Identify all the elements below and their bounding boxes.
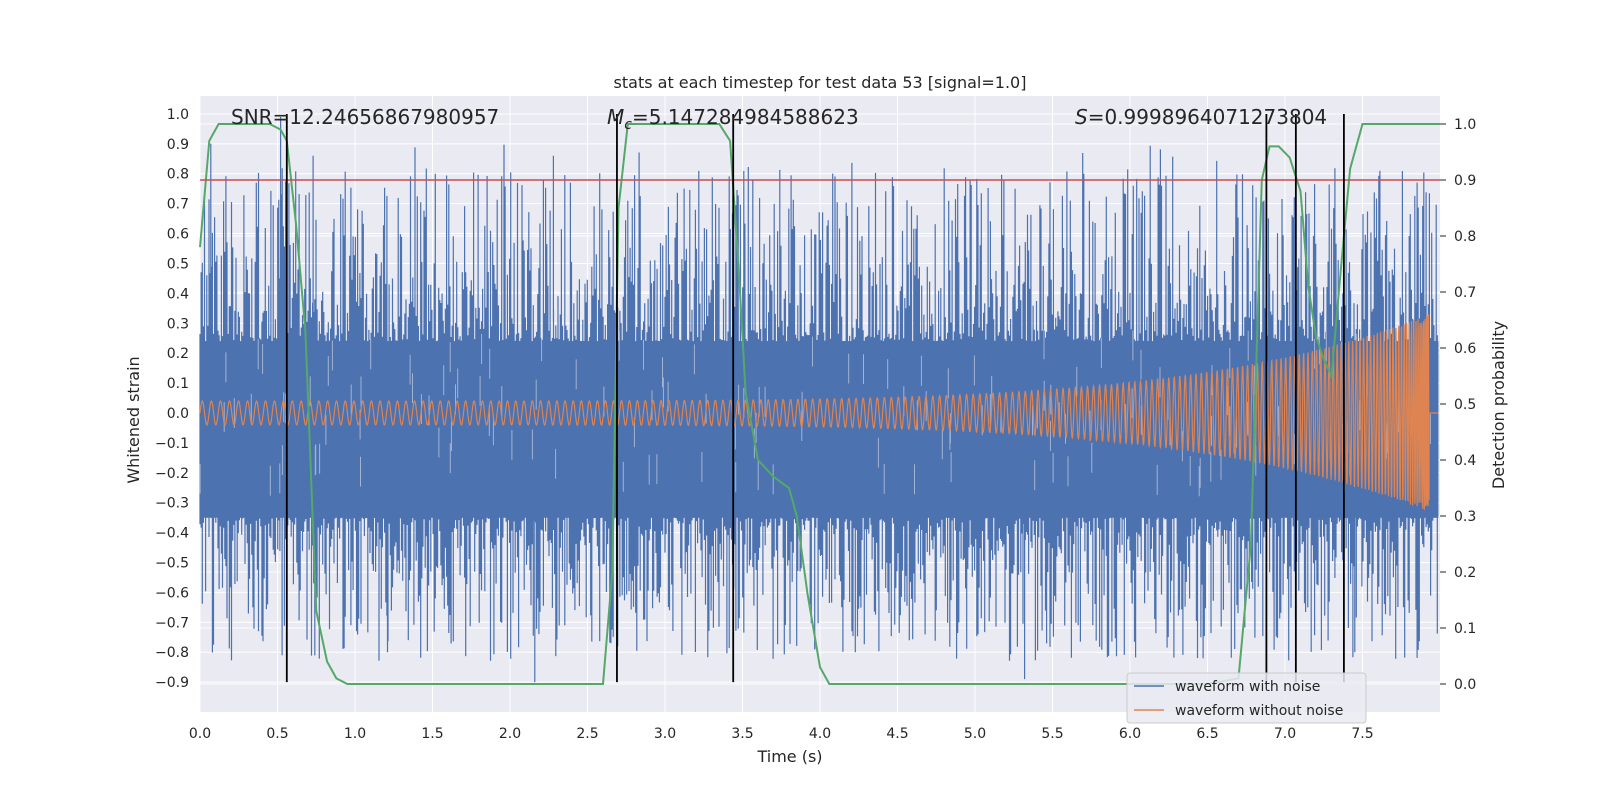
y-tick-label: −0.4 (155, 526, 189, 542)
x-tick-label: 3.5 (731, 726, 753, 742)
series-waveform-without-noise (199, 314, 1439, 510)
x-tick-label: 6.5 (1196, 726, 1218, 742)
chirp-mass-symbol: M (607, 105, 624, 129)
x-tick-labels: 0.0 0.5 1.0 1.5 2.0 2.5 3.0 3.5 4.0 4.5 5.0 5.5 6.0 6… (189, 726, 1374, 742)
score-value: =0.9998964071273804 (1088, 105, 1327, 129)
y-tick-label: 0.1 (167, 376, 189, 392)
y-tick-label: 0.6 (167, 227, 189, 243)
chirp-mass-subscript: c (624, 117, 632, 133)
y-tick-label: 0.2 (167, 346, 189, 362)
chart-title: stats at each timestep for test data 53 … (614, 73, 1027, 92)
x-tick-label: 0.0 (189, 726, 211, 742)
x-axis-label: Time (s) (756, 747, 822, 766)
y2-axis-label: Detection probability (1489, 321, 1508, 489)
y2-tick-label: 0.5 (1454, 397, 1476, 413)
y-tick-label: 0.4 (167, 286, 189, 302)
probability-trace (199, 123, 1440, 685)
chirp-mass-value: =5.147284984588623 (632, 105, 859, 129)
y-tick-label: −0.7 (155, 615, 189, 631)
y-tick-label: −0.8 (155, 645, 189, 661)
y2-tick-label: 1.0 (1454, 117, 1476, 133)
score-annotation: S=0.9998964071273804 (1075, 105, 1327, 129)
x-tick-label: 6.0 (1119, 726, 1141, 742)
series-detection-probability (199, 123, 1440, 685)
x-tick-label: 0.5 (266, 726, 288, 742)
y2-tick-label: 0.0 (1454, 677, 1476, 693)
y-tick-label: −0.3 (155, 496, 189, 512)
chirp-mass-annotation: Mc=5.147284984588623 (607, 105, 859, 133)
x-tick-label: 3.0 (654, 726, 676, 742)
y-axis-label: Whitened strain (124, 356, 143, 483)
x-tick-label: 7.0 (1274, 726, 1296, 742)
y2-tick-label: 0.4 (1454, 453, 1476, 469)
chirp-trace (199, 314, 1439, 510)
y2-tick-label: 0.7 (1454, 285, 1476, 301)
y-tick-label: 0.5 (167, 256, 189, 272)
y2-tick-labels: 1.0 0.9 0.8 0.7 0.6 0.5 0.4 0.3 0.2 0.1 0.0 (1440, 117, 1476, 693)
legend: waveform with noise waveform without noi… (1126, 672, 1367, 724)
y-tick-label: 0.0 (167, 406, 189, 422)
event-lines (285, 113, 1345, 683)
x-tick-label: 2.0 (499, 726, 521, 742)
y-tick-label: −0.6 (155, 585, 189, 601)
y-tick-label: 0.7 (167, 197, 189, 213)
x-tick-label: 2.5 (576, 726, 598, 742)
y2-tick-label: 0.6 (1454, 341, 1476, 357)
legend-label-clean: waveform without noise (1175, 703, 1343, 719)
y-tick-label: −0.5 (155, 555, 189, 571)
x-tick-label: 1.0 (344, 726, 366, 742)
x-tick-label: 1.5 (421, 726, 443, 742)
legend-label-noise: waveform with noise (1175, 679, 1320, 695)
y-tick-label: 0.8 (167, 167, 189, 183)
y-tick-label: −0.2 (155, 466, 189, 482)
x-tick-label: 5.0 (964, 726, 986, 742)
legend-box (1126, 672, 1367, 724)
y-tick-label: −0.1 (155, 436, 189, 452)
snr-annotation: SNR=12.24656867980957 (231, 105, 499, 129)
y2-tick-label: 0.2 (1454, 565, 1476, 581)
y2-tick-label: 0.1 (1454, 621, 1476, 637)
score-symbol: S (1075, 105, 1088, 129)
y2-tick-label: 0.8 (1454, 229, 1476, 245)
y-tick-label: −0.9 (155, 675, 189, 691)
y-tick-label: 0.9 (167, 137, 189, 153)
y2-tick-label: 0.9 (1454, 173, 1476, 189)
y2-tick-label: 0.3 (1454, 509, 1476, 525)
x-tick-label: 5.5 (1041, 726, 1063, 742)
y-tick-label: 1.0 (167, 107, 189, 123)
x-tick-label: 7.5 (1351, 726, 1373, 742)
y-tick-label: 0.3 (167, 316, 189, 332)
x-tick-label: 4.0 (809, 726, 831, 742)
y-tick-labels: 1.0 0.9 0.8 0.7 0.6 0.5 0.4 0.3 0.2 0.1 0.0 −0.1 −0.… (155, 107, 189, 691)
x-tick-label: 4.5 (886, 726, 908, 742)
